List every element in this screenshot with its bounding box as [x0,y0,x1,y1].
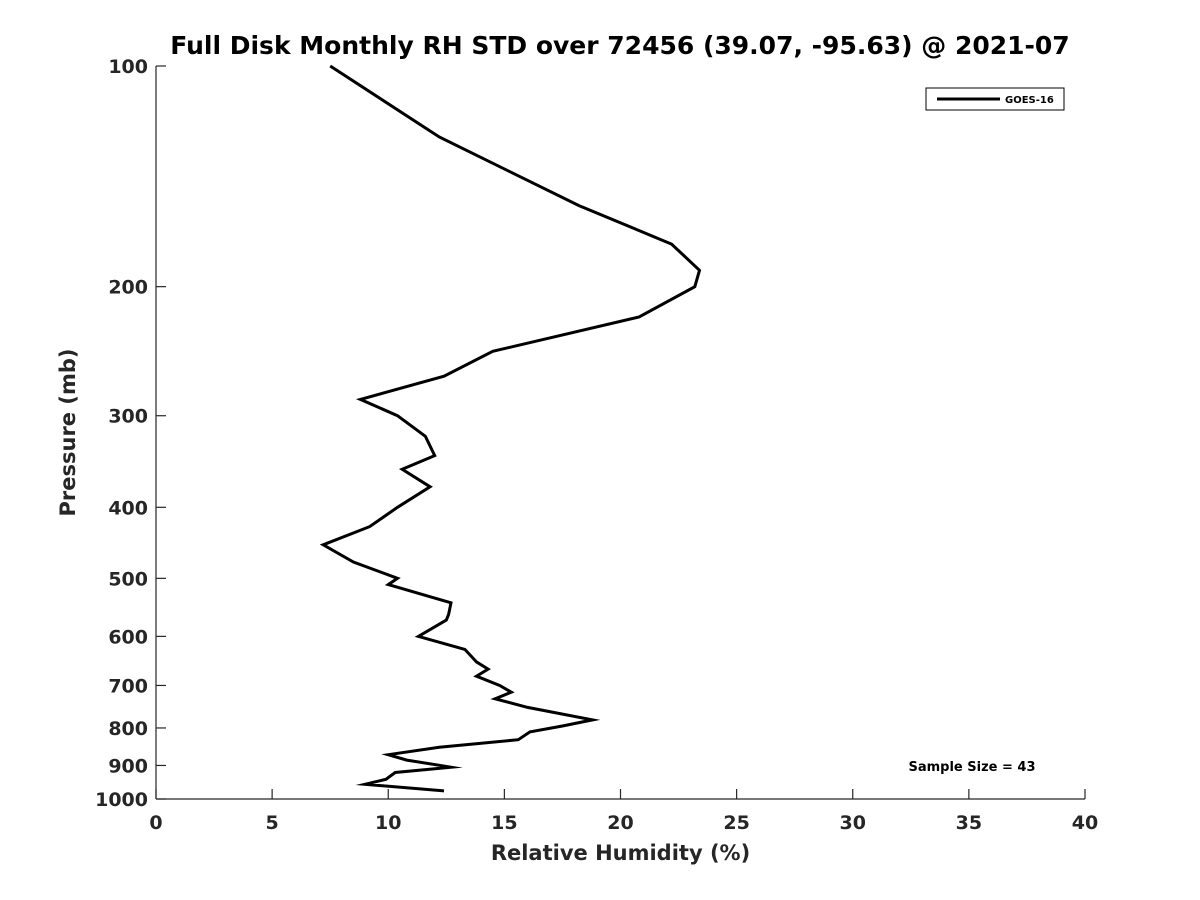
y-tick-label: 900 [108,755,148,777]
y-tick-label: 1000 [95,789,148,811]
y-tick-label: 200 [108,277,148,299]
x-axis-label: Relative Humidity (%) [491,841,750,865]
legend: GOES-16 [925,87,1065,111]
y-axis-ticks: 100 200 300 400 500 600 700 800 900 1000 [95,56,166,811]
y-tick-label: 400 [108,497,148,519]
x-tick-label: 5 [266,812,279,834]
y-tick-label: 700 [108,675,148,697]
series-line-goes-16 [319,64,702,793]
plot-area: 0 5 10 15 20 25 30 35 40 100 200 300 400 500 600 700 80… [95,56,1098,834]
x-tick-label: 25 [723,812,749,834]
series-layer [319,64,702,793]
sample-size-annotation: Sample Size = 43 [908,760,1035,775]
x-tick-label: 10 [375,812,401,834]
y-tick-label: 300 [108,406,148,428]
x-tick-label: 15 [491,812,517,834]
x-tick-label: 40 [1072,812,1098,834]
x-tick-label: 20 [607,812,633,834]
x-axis-ticks: 0 5 10 15 20 25 30 35 40 [149,789,1098,834]
y-tick-label: 100 [108,56,148,78]
y-tick-label: 600 [108,626,148,648]
x-tick-label: 0 [149,812,162,834]
plot-frame [156,66,1085,799]
y-tick-label: 800 [108,718,148,740]
x-tick-label: 30 [840,812,866,834]
x-tick-label: 35 [956,812,982,834]
y-tick-label: 500 [108,568,148,590]
legend-label-goes-16: GOES-16 [1005,95,1054,106]
chart-title: Full Disk Monthly RH STD over 72456 (39.… [170,31,1069,60]
y-axis-label: Pressure (mb) [56,349,80,517]
